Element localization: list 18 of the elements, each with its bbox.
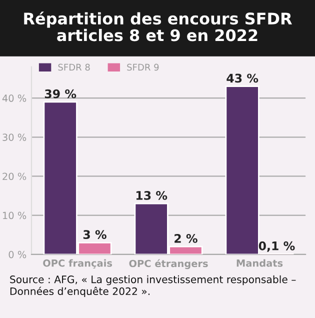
- y-tick-label: 40 %: [2, 94, 26, 102]
- y-tick-label: 30 %: [2, 134, 26, 141]
- y-tick-label: 10 %: [3, 212, 26, 220]
- data-label: 0,1 %: [258, 241, 295, 252]
- x-tick-label: OPC français: [43, 259, 112, 269]
- source-note: Source : AFG, « La gestion investissement responsable – Données d’enquête 2022 ».: [10, 275, 296, 298]
- legend-label: SFDR 9: [127, 64, 159, 71]
- data-label: 3 %: [83, 230, 106, 239]
- y-tick-label: 0 %: [8, 250, 26, 258]
- legend-label: SFDR 8: [58, 64, 90, 71]
- x-tick-label: OPC étrangers: [129, 259, 208, 270]
- data-label: 43 %: [226, 74, 258, 83]
- x-tick-label: Mandats: [236, 259, 283, 267]
- data-label: 39 %: [44, 89, 76, 98]
- data-label: 2 %: [174, 234, 198, 243]
- chart-title: Répartition des encours SFDR articles 8 et 9 en 2022: [24, 12, 292, 42]
- y-tick-label: 20 %: [2, 172, 26, 180]
- data-label: 13 %: [136, 190, 168, 200]
